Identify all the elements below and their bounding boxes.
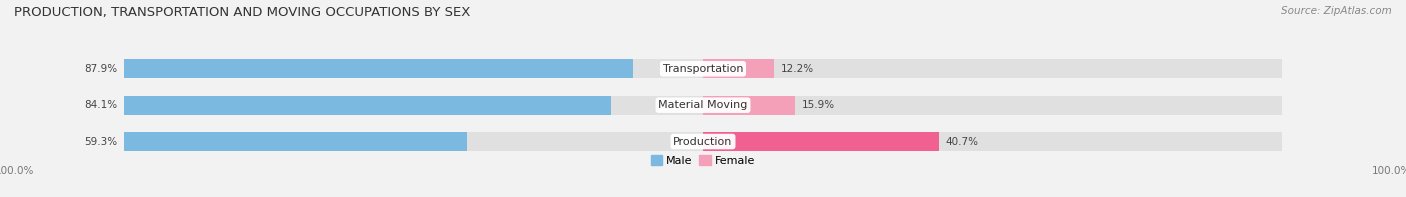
Text: Source: ZipAtlas.com: Source: ZipAtlas.com [1281,6,1392,16]
Text: Production: Production [673,137,733,147]
Text: 59.3%: 59.3% [84,137,118,147]
Bar [124,96,703,115]
Text: 12.2%: 12.2% [780,64,814,74]
Bar [703,59,773,78]
Bar [703,132,1282,151]
Bar [124,132,703,151]
Legend: Male, Female: Male, Female [647,151,759,170]
Bar [703,96,1282,115]
Text: PRODUCTION, TRANSPORTATION AND MOVING OCCUPATIONS BY SEX: PRODUCTION, TRANSPORTATION AND MOVING OC… [14,6,471,19]
Text: 87.9%: 87.9% [84,64,118,74]
Text: 40.7%: 40.7% [945,137,979,147]
Text: Transportation: Transportation [662,64,744,74]
Bar [703,132,939,151]
Bar [124,96,612,115]
Bar [124,59,703,78]
Text: 15.9%: 15.9% [801,100,835,110]
Bar [703,59,1282,78]
Text: 84.1%: 84.1% [84,100,118,110]
Bar [124,132,467,151]
Text: Material Moving: Material Moving [658,100,748,110]
Bar [124,59,633,78]
Bar [703,96,794,115]
